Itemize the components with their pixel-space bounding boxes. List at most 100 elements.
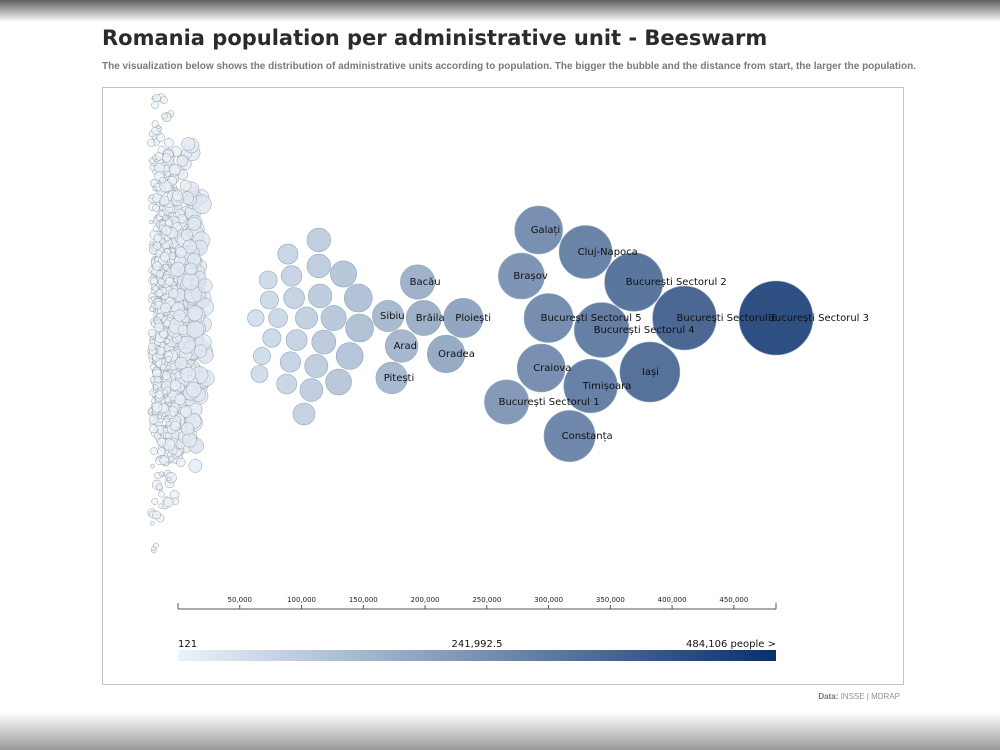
small-unit-bubble[interactable] xyxy=(166,364,171,370)
unit-bubble-unlabeled[interactable] xyxy=(260,290,279,310)
unit-bubble-unlabeled[interactable] xyxy=(320,305,347,331)
small-unit-bubble[interactable] xyxy=(174,356,188,370)
small-unit-bubble[interactable] xyxy=(153,241,162,250)
unit-bubble-unlabeled[interactable] xyxy=(292,402,316,426)
small-unit-bubble[interactable] xyxy=(150,463,155,469)
small-unit-bubble[interactable] xyxy=(149,306,155,312)
small-unit-bubble[interactable] xyxy=(168,252,176,260)
small-unit-bubble[interactable] xyxy=(180,228,193,241)
unit-bubble-unlabeled[interactable] xyxy=(330,260,357,288)
small-unit-bubble[interactable] xyxy=(151,498,159,505)
small-unit-bubble[interactable] xyxy=(150,447,158,455)
small-unit-bubble[interactable] xyxy=(156,270,164,279)
small-unit-bubble[interactable] xyxy=(164,338,170,344)
unit-bubble-unlabeled[interactable] xyxy=(283,287,305,309)
small-unit-bubble[interactable] xyxy=(156,346,166,356)
small-unit-bubble[interactable] xyxy=(152,93,161,103)
small-unit-bubble[interactable] xyxy=(151,101,159,109)
unit-bubble[interactable] xyxy=(563,358,618,414)
unit-bubble[interactable] xyxy=(652,285,717,351)
small-unit-bubble[interactable] xyxy=(174,393,186,406)
small-unit-bubble[interactable] xyxy=(148,342,157,351)
small-unit-bubble[interactable] xyxy=(161,153,172,163)
unit-bubble-unlabeled[interactable] xyxy=(258,270,278,290)
small-unit-bubble[interactable] xyxy=(149,424,158,434)
unit-bubble-unlabeled[interactable] xyxy=(344,283,373,313)
unit-bubble-unlabeled[interactable] xyxy=(345,313,374,343)
small-unit-bubble[interactable] xyxy=(161,225,172,236)
small-unit-bubble[interactable] xyxy=(160,302,171,314)
small-unit-bubble[interactable] xyxy=(148,414,159,425)
unit-bubble[interactable] xyxy=(514,205,563,255)
unit-bubble[interactable] xyxy=(484,379,530,425)
small-unit-bubble[interactable] xyxy=(149,194,155,199)
small-unit-bubble[interactable] xyxy=(177,324,189,336)
small-unit-bubble[interactable] xyxy=(151,398,157,404)
small-unit-bubble[interactable] xyxy=(154,432,161,440)
small-unit-bubble[interactable] xyxy=(173,309,186,322)
small-unit-bubble[interactable] xyxy=(176,154,189,167)
small-unit-bubble[interactable] xyxy=(149,240,155,246)
unit-bubble-unlabeled[interactable] xyxy=(306,253,331,279)
small-unit-bubble[interactable] xyxy=(179,179,192,192)
unit-bubble[interactable] xyxy=(427,334,466,374)
small-unit-bubble[interactable] xyxy=(186,305,203,322)
small-unit-bubble[interactable] xyxy=(159,329,168,339)
small-unit-bubble[interactable] xyxy=(158,503,164,509)
small-unit-bubble[interactable] xyxy=(155,483,163,491)
unit-bubble-unlabeled[interactable] xyxy=(304,354,329,378)
small-unit-bubble[interactable] xyxy=(170,420,181,432)
small-unit-bubble[interactable] xyxy=(165,356,172,363)
unit-bubble[interactable] xyxy=(443,298,484,339)
unit-bubble-unlabeled[interactable] xyxy=(262,328,282,348)
small-unit-bubble[interactable] xyxy=(152,510,161,520)
small-unit-bubble[interactable] xyxy=(158,490,165,498)
small-unit-bubble[interactable] xyxy=(187,216,202,231)
unit-bubble[interactable] xyxy=(375,361,408,395)
unit-bubble[interactable] xyxy=(619,341,681,403)
unit-bubble-unlabeled[interactable] xyxy=(295,306,318,330)
small-unit-bubble[interactable] xyxy=(181,272,200,290)
small-unit-bubble[interactable] xyxy=(151,296,156,302)
small-unit-bubble[interactable] xyxy=(155,289,164,297)
small-unit-bubble[interactable] xyxy=(163,497,174,508)
small-unit-bubble[interactable] xyxy=(157,437,167,447)
small-unit-bubble[interactable] xyxy=(166,421,172,427)
unit-bubble-unlabeled[interactable] xyxy=(253,347,271,365)
small-unit-bubble[interactable] xyxy=(188,459,203,473)
unit-bubble[interactable] xyxy=(543,410,596,462)
small-unit-bubble[interactable] xyxy=(181,137,196,151)
small-unit-bubble[interactable] xyxy=(157,414,162,420)
small-unit-bubble[interactable] xyxy=(170,261,186,277)
small-unit-bubble[interactable] xyxy=(181,422,195,436)
small-unit-bubble[interactable] xyxy=(166,476,171,482)
unit-bubble-unlabeled[interactable] xyxy=(285,329,308,351)
small-unit-bubble[interactable] xyxy=(159,195,170,206)
small-unit-bubble[interactable] xyxy=(152,225,160,232)
small-unit-bubble[interactable] xyxy=(161,112,168,120)
small-unit-bubble[interactable] xyxy=(147,329,157,338)
unit-bubble[interactable] xyxy=(516,343,566,393)
small-unit-bubble[interactable] xyxy=(157,447,166,456)
small-unit-bubble[interactable] xyxy=(157,278,165,286)
small-unit-bubble[interactable] xyxy=(193,344,208,358)
small-unit-bubble[interactable] xyxy=(168,163,181,176)
unit-bubble[interactable] xyxy=(498,252,545,300)
small-unit-bubble[interactable] xyxy=(167,452,173,458)
small-unit-bubble[interactable] xyxy=(152,186,157,192)
small-unit-bubble[interactable] xyxy=(159,238,166,245)
small-unit-bubble[interactable] xyxy=(184,262,198,276)
small-unit-bubble[interactable] xyxy=(165,277,174,286)
small-unit-bubble[interactable] xyxy=(160,251,170,262)
small-unit-bubble[interactable] xyxy=(180,405,193,418)
unit-bubble-unlabeled[interactable] xyxy=(247,309,265,327)
unit-bubble-unlabeled[interactable] xyxy=(277,243,299,265)
unit-bubble-unlabeled[interactable] xyxy=(335,342,364,370)
small-unit-bubble[interactable] xyxy=(164,138,174,148)
small-unit-bubble[interactable] xyxy=(160,96,168,104)
small-unit-bubble[interactable] xyxy=(154,375,162,384)
unit-bubble-unlabeled[interactable] xyxy=(268,308,288,328)
small-unit-bubble[interactable] xyxy=(172,190,184,202)
small-unit-bubble[interactable] xyxy=(185,381,202,398)
small-unit-bubble[interactable] xyxy=(159,471,165,477)
